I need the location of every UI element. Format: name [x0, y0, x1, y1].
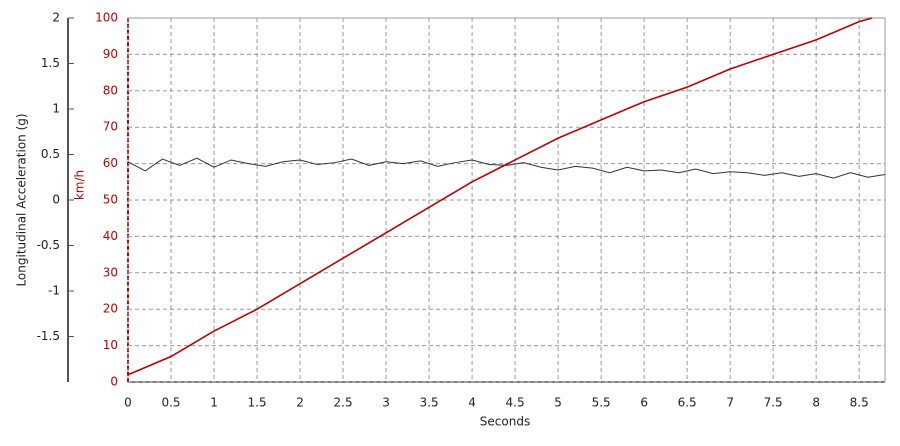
x-tick-label: 5.5 — [592, 396, 611, 410]
y2-tick-label: 70 — [103, 120, 118, 134]
x-tick-label: 7 — [726, 396, 734, 410]
x-tick-label: 2 — [296, 396, 304, 410]
y2-tick-label: 60 — [103, 156, 118, 170]
y-tick-label: 1 — [52, 102, 60, 116]
x-tick-label: 2.5 — [334, 396, 353, 410]
series-line — [127, 157, 886, 179]
x-tick-label: 0 — [124, 396, 132, 410]
y2-tick-label: 50 — [103, 193, 118, 207]
y2-tick-label: 90 — [103, 47, 118, 61]
y2-tick-label: 10 — [103, 338, 118, 352]
y-tick-label: 0 — [52, 193, 60, 207]
y-tick-label: -1 — [48, 284, 60, 298]
y2-tick-label: 40 — [103, 229, 118, 243]
x-tick-label: 3 — [382, 396, 390, 410]
x-tick-label: 0.5 — [161, 396, 180, 410]
x-tick-label: 4.5 — [506, 396, 525, 410]
x-tick-label: 1.5 — [247, 396, 266, 410]
y2-tick-label: 100 — [95, 11, 118, 25]
y-tick-label: 1.5 — [41, 56, 60, 70]
y-tick-label: 0.5 — [41, 147, 60, 161]
y2-tick-label: 0 — [110, 375, 118, 389]
x-tick-label: 1 — [210, 396, 218, 410]
x-tick-label: 6.5 — [678, 396, 697, 410]
y2-axis-title: km/h — [73, 170, 87, 200]
x-tick-label: 5 — [554, 396, 562, 410]
x-tick-label: 8 — [812, 396, 820, 410]
y-tick-label: -0.5 — [37, 238, 60, 252]
y2-tick-label: 20 — [103, 302, 118, 316]
y-tick-label: 2 — [52, 11, 60, 25]
x-tick-label: 3.5 — [420, 396, 439, 410]
series-line — [127, 17, 873, 376]
y2-tick-label: 30 — [103, 265, 118, 279]
x-tick-label: 8.5 — [850, 396, 869, 410]
x-axis-title: Seconds — [480, 415, 530, 429]
x-tick-label: 6 — [640, 396, 648, 410]
y2-tick-label: 80 — [103, 83, 118, 97]
x-tick-label: 4 — [468, 396, 476, 410]
y-axis-title: Longitudinal Acceleration (g) — [15, 113, 29, 286]
x-tick-label: 7.5 — [764, 396, 783, 410]
y-tick-label: -1.5 — [37, 329, 60, 343]
